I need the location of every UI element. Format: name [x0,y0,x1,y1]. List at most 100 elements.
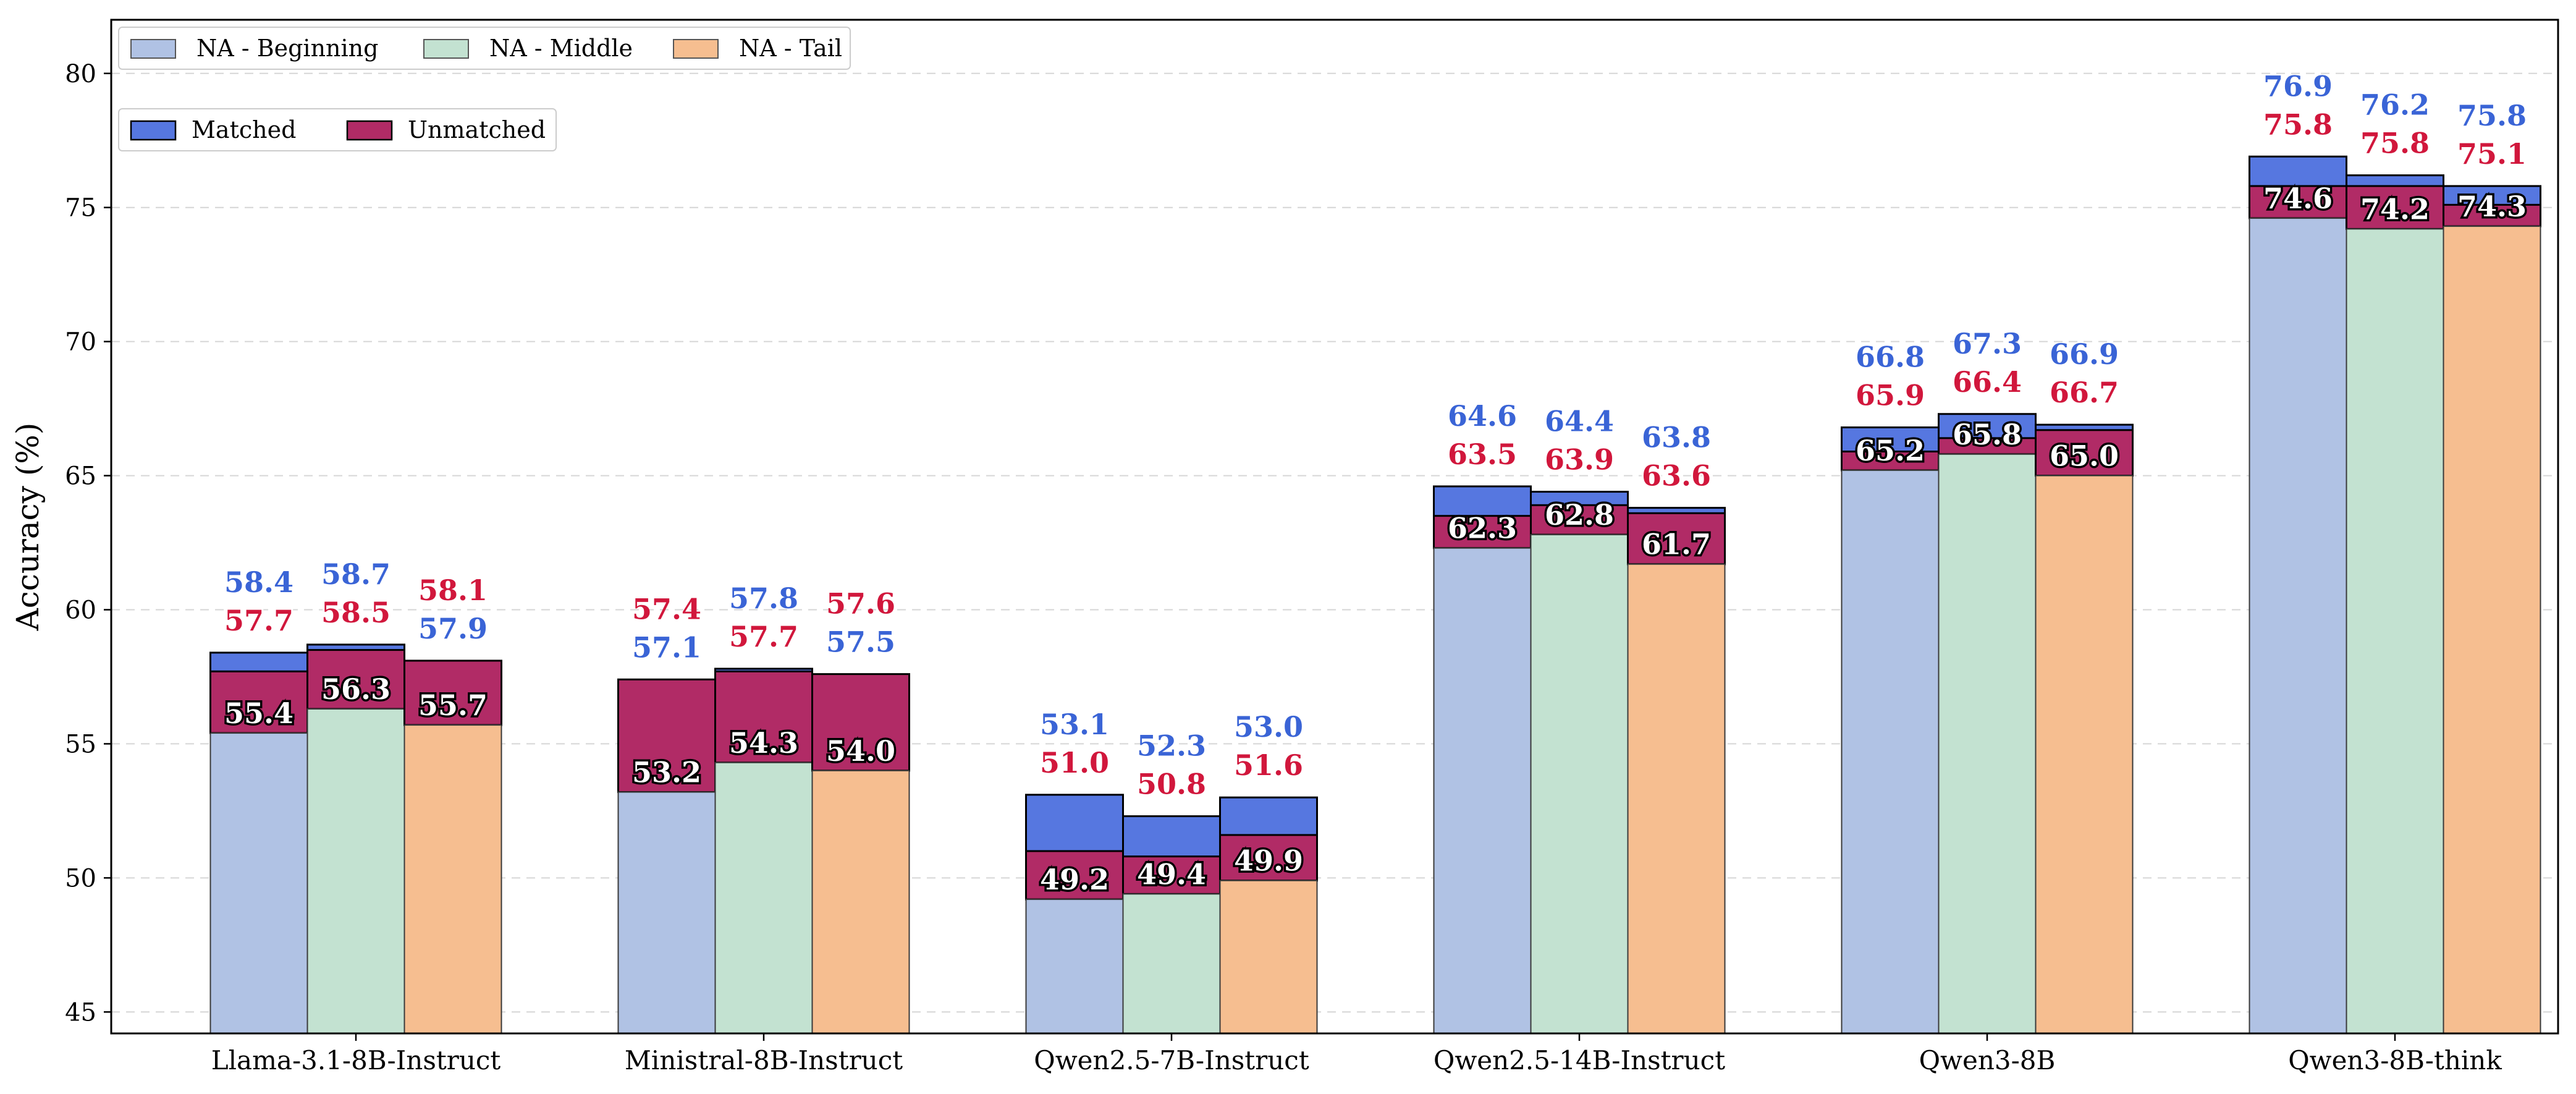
x-tick-label: Qwen2.5-14B-Instruct [1434,1045,1725,1075]
matched-value-label: 57.1 [632,630,701,664]
matched-value-label: 64.4 [1545,405,1614,438]
unmatched-value-label: 51.6 [1234,748,1303,782]
matched-value-label: 67.3 [1953,327,2022,360]
base-bar [617,791,716,1034]
matched-value-label: 57.9 [418,612,488,645]
base-bar [209,732,308,1035]
grid [111,72,2558,1013]
matched-value-label: 58.7 [321,558,391,591]
matched-value-label: 53.1 [1040,708,1109,741]
base-bar [1938,453,2037,1034]
base-bar [1627,563,1726,1034]
matched-value-label: 57.5 [826,625,895,659]
base-value-label: 54.0 [826,734,895,768]
unmatched-value-label: 58.1 [418,574,488,607]
y-axis-label: Accuracy (%) [10,423,46,632]
base-value-label: 56.3 [321,672,391,706]
legend-label: NA - Tail [739,35,842,62]
y-tick-label: 50 [65,864,96,893]
plot-frame [110,19,2559,1035]
legend-na-positions [118,27,851,70]
x-tick-label: Ministral-8B-Instruct [625,1045,903,1075]
matched-value-label: 53.0 [1234,710,1303,744]
unmatched-bar-segment [306,649,405,710]
base-value-label: 74.3 [2457,190,2527,223]
base-bar [403,724,502,1035]
base-value-label: 54.3 [729,726,798,760]
unmatched-value-label: 63.6 [1642,459,1711,493]
matched-value-label: 75.8 [2457,99,2527,132]
unmatched-bar-segment [617,678,716,794]
base-value-label: 65.0 [2050,439,2119,473]
base-value-label: 74.2 [2360,192,2430,226]
x-tick-label: Qwen3-8B-think [2288,1045,2502,1075]
base-value-label: 49.2 [1040,863,1109,896]
unmatched-bar-segment [1938,437,2037,456]
y-tick-label: 65 [65,462,96,491]
unmatched-bar-segment [1627,512,1726,566]
legend-label: Matched [192,116,296,143]
base-value-label: 49.9 [1234,844,1303,878]
matched-value-label: 66.9 [2050,337,2119,371]
y-tick-label: 75 [65,194,96,223]
legend-label: NA - Beginning [196,35,378,62]
unmatched-bar-segment [811,673,910,772]
unmatched-value-label: 57.6 [826,587,895,621]
unmatched-bar-segment [1433,515,1532,549]
matched-value-label: 64.6 [1448,399,1517,433]
legend-swatch [346,120,393,141]
base-bar [1025,899,1124,1034]
y-tick-label: 45 [65,998,96,1027]
base-value-label: 49.4 [1137,857,1206,891]
legends: NA - Beginning NA - Middle NA - Tail Matche… [118,27,851,151]
base-bar [1841,469,1940,1034]
base-value-label: 65.2 [1856,434,1925,467]
unmatched-value-label: 57.7 [729,620,798,653]
matched-value-label: 63.8 [1642,421,1711,454]
matched-value-label: 66.8 [1856,340,1925,373]
base-value-label: 62.8 [1545,498,1614,532]
base-bar [2346,228,2444,1034]
base-bar [2249,218,2347,1034]
x-tick-label: Llama-3.1-8B-Instruct [211,1045,501,1075]
base-value-label: 55.4 [224,697,293,730]
legend-swatch [130,120,177,141]
legend-swatch [423,39,469,59]
unmatched-bar-segment [2346,185,2444,230]
legend-label: Unmatched [408,116,546,143]
base-value-label: 61.7 [1642,528,1711,561]
base-bar [1219,880,1318,1034]
x-tick-label: Qwen3-8B [1919,1045,2056,1075]
y-tick-label: 80 [65,60,96,88]
unmatched-bar-segment [1025,850,1124,901]
legend-swatch [673,39,719,59]
unmatched-value-label: 57.4 [632,592,701,625]
unmatched-value-label: 66.4 [1953,365,2022,399]
unmatched-value-label: 58.5 [321,596,391,629]
unmatched-value-label: 66.7 [2050,376,2119,409]
legend-match-status [118,108,557,151]
unmatched-value-label: 75.8 [2360,127,2430,160]
unmatched-value-label: 75.1 [2457,137,2527,171]
base-value-label: 55.7 [418,689,488,722]
unmatched-value-label: 75.8 [2263,108,2333,141]
base-bar [714,761,813,1034]
matched-value-label: 57.8 [729,582,798,615]
matched-value-label: 52.3 [1137,729,1206,763]
unmatched-value-label: 57.7 [224,604,293,637]
x-tick-label: Qwen2.5-7B-Instruct [1034,1045,1309,1075]
unmatched-bar-segment [209,670,308,734]
base-value-label: 53.2 [632,756,701,789]
base-value-label: 65.8 [1953,418,2022,451]
base-bar [2035,475,2134,1034]
unmatched-bar-segment [403,659,502,726]
y-tick-label: 60 [65,596,96,624]
base-bar [2443,226,2541,1034]
y-tick-label: 55 [65,730,96,758]
base-bar [306,708,405,1035]
matched-value-label: 76.9 [2263,69,2333,103]
base-value-label: 74.6 [2263,182,2333,215]
data-labels: 55.4 57.7 58.4 56.3 58.5 58.7 55.7 58.1 57.9 53.2… [222,69,2528,898]
unmatched-value-label: 50.8 [1137,768,1206,801]
